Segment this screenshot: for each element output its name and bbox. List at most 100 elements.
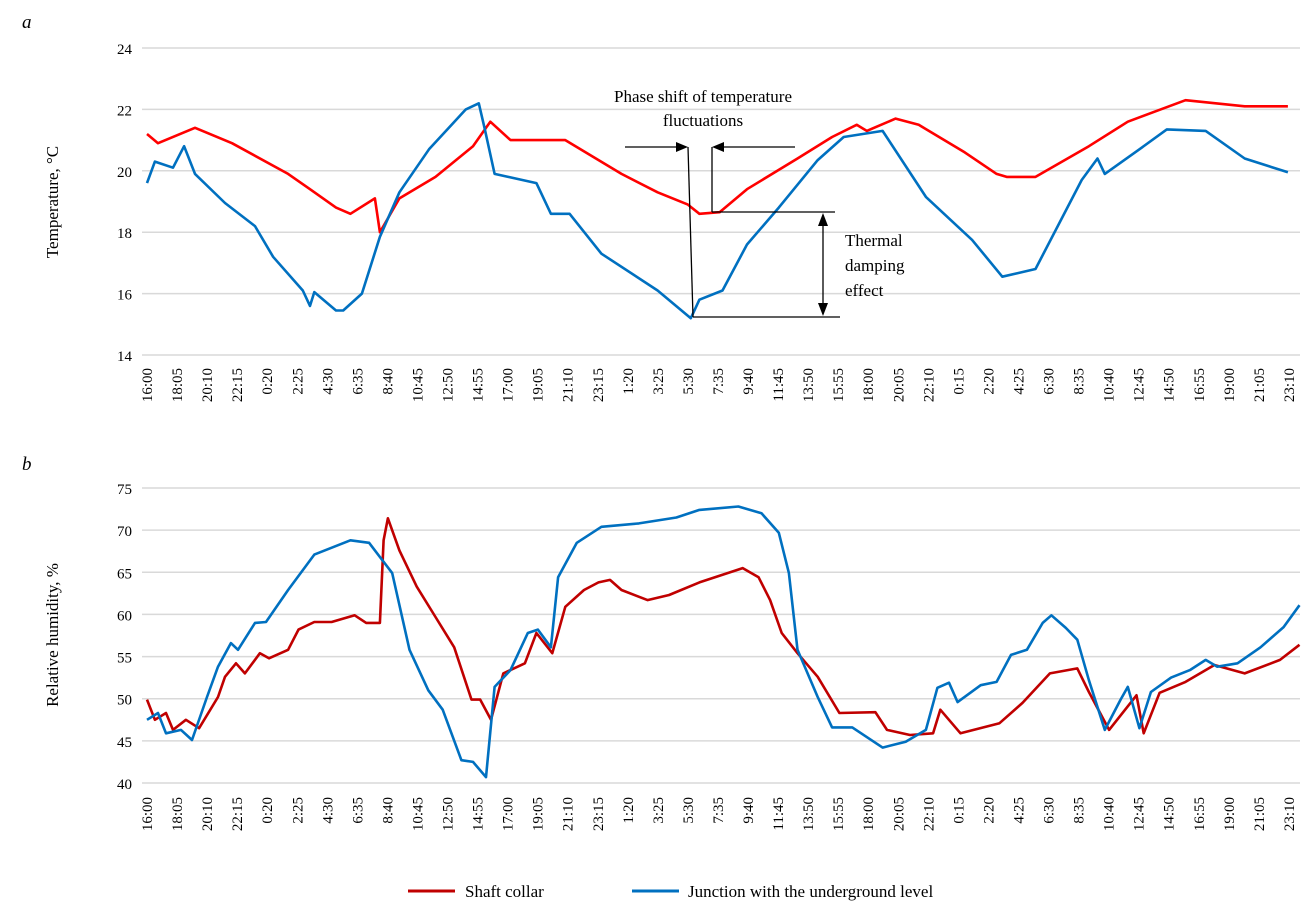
x-tick-label: 0:15	[951, 368, 967, 395]
y-tick-label: 75	[117, 482, 132, 498]
gridlines-a	[142, 47, 1300, 356]
x-tick-label: 22:10	[921, 368, 937, 402]
arrowhead	[712, 142, 724, 152]
x-tick-label: 19:05	[531, 368, 547, 402]
legend-label-shaft-collar: Shaft collar	[465, 882, 544, 901]
x-tick-label: 20:10	[200, 368, 216, 402]
y-tick-label: 65	[117, 566, 132, 582]
x-tick-label: 6:35	[350, 368, 366, 395]
x-tick-label: 23:10	[1282, 368, 1298, 402]
series-a	[145, 98, 1289, 320]
x-tick-label: 20:05	[891, 368, 907, 402]
x-tick-label: 21:05	[1252, 368, 1268, 402]
x-tick-label: 11:45	[771, 797, 787, 831]
x-ticks-b: 16:00 18:05 20:10 22:15 0:20 2:25 4:30 6:35 8:40…	[140, 797, 1298, 831]
arrowhead	[676, 142, 688, 152]
x-tick-label: 15:55	[831, 797, 847, 831]
arrowhead	[818, 303, 828, 316]
y-tick-label: 22	[117, 103, 132, 119]
x-tick-label: 22:10	[921, 797, 937, 831]
x-tick-label: 4:30	[320, 797, 336, 824]
x-tick-label: 14:50	[1162, 797, 1178, 831]
x-tick-label: 16:55	[1192, 797, 1208, 831]
x-tick-label: 8:40	[380, 797, 396, 824]
x-tick-label: 10:40	[1102, 368, 1118, 402]
x-tick-label: 7:35	[711, 368, 727, 395]
x-tick-label: 2:25	[290, 368, 306, 395]
gridlines-b	[142, 487, 1300, 784]
y-tick-label: 55	[117, 651, 132, 667]
x-tick-label: 1:20	[621, 368, 637, 395]
x-tick-label: 1:20	[621, 797, 637, 824]
x-tick-label: 12:45	[1132, 368, 1148, 402]
y-tick-label: 14	[117, 349, 133, 365]
y-tick-label: 24	[117, 42, 133, 58]
x-tick-label: 4:25	[1011, 368, 1027, 395]
x-tick-label: 2:20	[981, 797, 997, 824]
series-line-shaft-collar	[146, 98, 1288, 234]
y-tick-label: 50	[117, 693, 132, 709]
series-line-junction-with-the-underground-level	[145, 102, 1289, 320]
x-tick-label: 21:05	[1252, 797, 1268, 831]
x-tick-label: 19:00	[1222, 368, 1238, 402]
x-tick-label: 0:15	[951, 797, 967, 824]
x-tick-label: 13:50	[801, 368, 817, 402]
x-tick-label: 7:35	[711, 797, 727, 824]
x-tick-label: 10:45	[410, 368, 426, 402]
x-tick-label: 18:00	[861, 797, 877, 831]
x-tick-label: 23:15	[591, 797, 607, 831]
y-axis-title-humidity: Relative humidity, %	[43, 563, 62, 707]
y-tick-label: 18	[117, 226, 132, 242]
series-line-junction-with-the-underground-level	[146, 505, 1301, 779]
x-tick-label: 4:30	[320, 368, 336, 395]
x-tick-label: 18:05	[170, 368, 186, 402]
x-tick-label: 12:45	[1132, 797, 1148, 831]
x-tick-label: 22:15	[230, 368, 246, 402]
x-tick-label: 16:00	[140, 797, 156, 831]
y-ticks-a: 14 16 18 20 22 24	[117, 42, 133, 365]
x-tick-label: 6:30	[1042, 368, 1058, 395]
x-tick-label: 16:00	[140, 368, 156, 402]
annotations: Phase shift of temperature fluctuations …	[614, 87, 905, 318]
x-tick-label: 3:25	[651, 797, 667, 824]
x-tick-label: 12:50	[441, 368, 457, 402]
x-tick-label: 10:45	[410, 797, 426, 831]
annotation-phase-shift-line1: Phase shift of temperature	[614, 87, 792, 106]
x-tick-label: 4:25	[1011, 797, 1027, 824]
phase-marker-blue-min	[687, 146, 694, 318]
x-tick-label: 17:00	[501, 368, 517, 402]
x-tick-label: 23:15	[591, 368, 607, 402]
annotation-damping-line2: damping	[845, 256, 905, 275]
annotation-damping-line3: effect	[845, 281, 884, 300]
x-tick-label: 8:35	[1072, 368, 1088, 395]
x-tick-label: 15:55	[831, 368, 847, 402]
y-tick-label: 60	[117, 608, 132, 624]
panel-label-b: b	[22, 454, 32, 475]
x-tick-label: 11:45	[771, 368, 787, 402]
x-tick-label: 2:25	[290, 797, 306, 824]
series-line-shaft-collar	[145, 516, 1301, 737]
humidity-chart: b Relative humidity, % 4045505560657075 …	[22, 454, 1301, 831]
temperature-chart: a Temperature, °C 14 16 18 20 22 24 16:00 18:0…	[22, 12, 1300, 402]
x-tick-label: 5:30	[681, 797, 697, 824]
x-tick-label: 22:15	[230, 797, 246, 831]
x-tick-label: 5:30	[681, 368, 697, 395]
x-tick-label: 9:40	[741, 797, 757, 824]
x-tick-label: 13:50	[801, 797, 817, 831]
legend-label-junction: Junction with the underground level	[688, 882, 933, 901]
x-tick-label: 8:40	[380, 368, 396, 395]
x-tick-label: 16:55	[1192, 368, 1208, 402]
y-tick-label: 70	[117, 524, 132, 540]
annotation-damping-line1: Thermal	[845, 231, 903, 250]
panel-label-a: a	[22, 12, 32, 33]
x-tick-label: 19:00	[1222, 797, 1238, 831]
x-tick-label: 8:35	[1072, 797, 1088, 824]
x-tick-label: 3:25	[651, 368, 667, 395]
y-tick-label: 16	[117, 288, 133, 304]
x-tick-label: 17:00	[501, 797, 517, 831]
x-tick-label: 0:20	[260, 368, 276, 395]
legend: Shaft collar Junction with the undergrou…	[408, 882, 933, 901]
x-tick-label: 14:50	[1162, 368, 1178, 402]
x-tick-label: 2:20	[981, 368, 997, 395]
